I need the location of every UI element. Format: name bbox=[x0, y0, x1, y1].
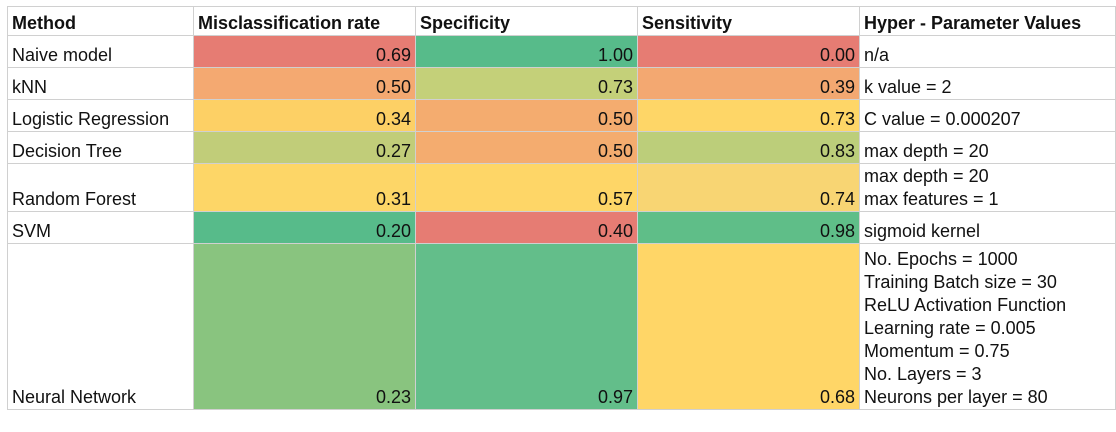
specificity-cell[interactable]: 0.97 bbox=[415, 243, 638, 410]
misclassification-cell[interactable]: 0.31 bbox=[193, 163, 416, 212]
method-cell[interactable]: Neural Network bbox=[7, 243, 194, 410]
misclassification-cell[interactable]: 0.20 bbox=[193, 211, 416, 244]
param-line: C value = 0.000207 bbox=[864, 109, 1021, 129]
table-row: Neural Network 0.23 0.97 0.68 No. Epochs… bbox=[7, 243, 1116, 410]
method-cell[interactable]: Random Forest bbox=[7, 163, 194, 212]
sensitivity-cell[interactable]: 0.74 bbox=[637, 163, 860, 212]
params-cell[interactable]: max depth = 20 max features = 1 bbox=[859, 163, 1116, 212]
method-cell[interactable]: Naive model bbox=[7, 35, 194, 68]
method-cell[interactable]: Decision Tree bbox=[7, 131, 194, 164]
method-cell[interactable]: SVM bbox=[7, 211, 194, 244]
params-cell[interactable]: n/a bbox=[859, 35, 1116, 68]
specificity-cell[interactable]: 0.50 bbox=[415, 131, 638, 164]
table-row: Naive model 0.69 1.00 0.00 n/a bbox=[7, 35, 1116, 68]
misclassification-cell[interactable]: 0.23 bbox=[193, 243, 416, 410]
misclassification-cell[interactable]: 0.69 bbox=[193, 35, 416, 68]
param-line: Neurons per layer = 80 bbox=[864, 387, 1048, 407]
specificity-cell[interactable]: 0.57 bbox=[415, 163, 638, 212]
param-line: No. Layers = 3 bbox=[864, 364, 982, 384]
specificity-cell[interactable]: 1.00 bbox=[415, 35, 638, 68]
header-misclassification-rate[interactable]: Misclassification rate bbox=[193, 6, 416, 36]
param-line: ReLU Activation Function bbox=[864, 295, 1067, 315]
results-table: Method Misclassification rate Specificit… bbox=[7, 6, 1116, 410]
params-cell[interactable]: sigmoid kernel bbox=[859, 211, 1116, 244]
param-line: No. Epochs = 1000 bbox=[864, 249, 1018, 269]
method-cell[interactable]: Logistic Regression bbox=[7, 99, 194, 132]
misclassification-cell[interactable]: 0.50 bbox=[193, 67, 416, 100]
param-line: Momentum = 0.75 bbox=[864, 341, 1010, 361]
header-method[interactable]: Method bbox=[7, 6, 194, 36]
param-line: sigmoid kernel bbox=[864, 221, 981, 241]
specificity-cell[interactable]: 0.40 bbox=[415, 211, 638, 244]
sensitivity-cell[interactable]: 0.73 bbox=[637, 99, 860, 132]
params-cell[interactable]: C value = 0.000207 bbox=[859, 99, 1116, 132]
table-row: Random Forest 0.31 0.57 0.74 max depth =… bbox=[7, 163, 1116, 212]
table-row: Logistic Regression 0.34 0.50 0.73 C val… bbox=[7, 99, 1116, 132]
params-cell[interactable]: No. Epochs = 1000 Training Batch size = … bbox=[859, 243, 1116, 410]
params-cell[interactable]: max depth = 20 bbox=[859, 131, 1116, 164]
specificity-cell[interactable]: 0.73 bbox=[415, 67, 638, 100]
params-cell[interactable]: k value = 2 bbox=[859, 67, 1116, 100]
table-row: SVM 0.20 0.40 0.98 sigmoid kernel bbox=[7, 211, 1116, 244]
param-line: Learning rate = 0.005 bbox=[864, 318, 1036, 338]
param-line: max depth = 20 bbox=[864, 141, 989, 161]
sensitivity-cell[interactable]: 0.39 bbox=[637, 67, 860, 100]
header-row: Method Misclassification rate Specificit… bbox=[7, 6, 1116, 36]
header-specificity[interactable]: Specificity bbox=[415, 6, 638, 36]
sensitivity-cell[interactable]: 0.98 bbox=[637, 211, 860, 244]
param-line: n/a bbox=[864, 45, 890, 65]
method-cell[interactable]: kNN bbox=[7, 67, 194, 100]
sensitivity-cell[interactable]: 0.68 bbox=[637, 243, 860, 410]
misclassification-cell[interactable]: 0.34 bbox=[193, 99, 416, 132]
specificity-cell[interactable]: 0.50 bbox=[415, 99, 638, 132]
table-row: Decision Tree 0.27 0.50 0.83 max depth =… bbox=[7, 131, 1116, 164]
param-line: k value = 2 bbox=[864, 77, 952, 97]
param-line: max depth = 20 bbox=[864, 166, 989, 186]
table-row: kNN 0.50 0.73 0.39 k value = 2 bbox=[7, 67, 1116, 100]
misclassification-cell[interactable]: 0.27 bbox=[193, 131, 416, 164]
header-hyper-parameter-values[interactable]: Hyper - Parameter Values bbox=[859, 6, 1116, 36]
sensitivity-cell[interactable]: 0.00 bbox=[637, 35, 860, 68]
header-sensitivity[interactable]: Sensitivity bbox=[637, 6, 860, 36]
param-line: max features = 1 bbox=[864, 189, 999, 209]
sensitivity-cell[interactable]: 0.83 bbox=[637, 131, 860, 164]
param-line: Training Batch size = 30 bbox=[864, 272, 1057, 292]
